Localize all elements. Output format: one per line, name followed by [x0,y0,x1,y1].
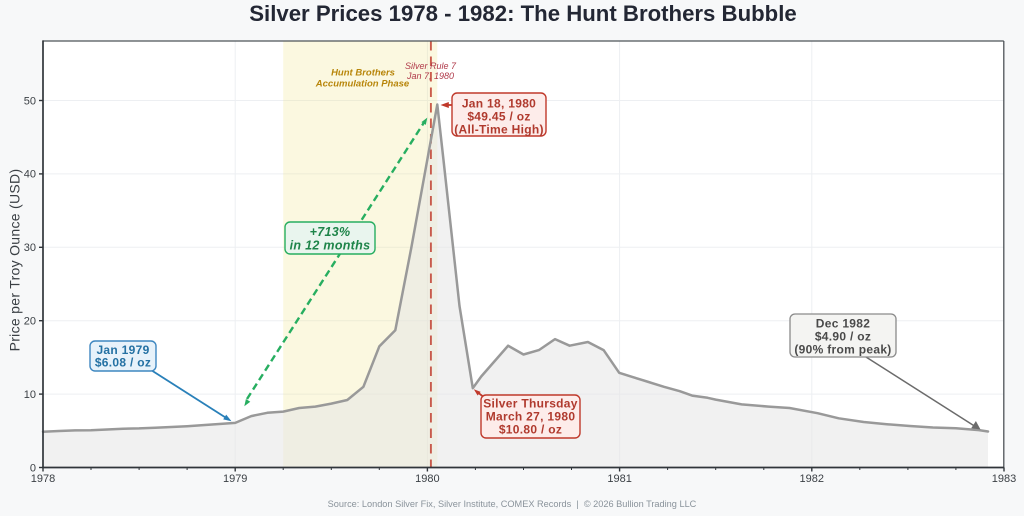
svg-text:50: 50 [24,95,36,107]
svg-text:Jan 1979: Jan 1979 [96,343,149,357]
svg-text:March 27, 1980: March 27, 1980 [486,409,576,423]
svg-text:1982: 1982 [800,473,824,485]
svg-text:+713%: +713% [310,225,351,239]
svg-text:Accumulation Phase: Accumulation Phase [315,79,410,90]
svg-text:1983: 1983 [992,473,1016,485]
svg-text:$4.90 / oz: $4.90 / oz [815,330,871,344]
svg-text:in 12 months: in 12 months [290,239,371,253]
svg-text:Price per Troy Ounce (USD): Price per Troy Ounce (USD) [7,169,23,352]
svg-text:0: 0 [30,462,36,474]
svg-text:1981: 1981 [607,473,631,485]
svg-text:Jan 7, 1980: Jan 7, 1980 [406,71,454,81]
svg-text:20: 20 [24,316,36,328]
svg-text:(90% from peak): (90% from peak) [794,343,891,357]
svg-text:30: 30 [24,242,36,254]
svg-text:Dec 1982: Dec 1982 [816,317,870,331]
svg-text:(All-Time High): (All-Time High) [454,123,544,137]
svg-text:10: 10 [24,389,36,401]
svg-text:1979: 1979 [223,473,247,485]
svg-text:1978: 1978 [31,473,55,485]
svg-text:Silver Prices 1978 - 1982: The: Silver Prices 1978 - 1982: The Hunt Brot… [249,1,796,26]
svg-text:Silver Thursday: Silver Thursday [483,396,578,410]
svg-text:$49.45 / oz: $49.45 / oz [467,110,530,124]
svg-text:Silver Rule 7: Silver Rule 7 [405,61,457,71]
svg-text:Hunt Brothers: Hunt Brothers [331,68,395,79]
svg-text:$6.08 / oz: $6.08 / oz [95,356,151,370]
svg-text:Source: London Silver Fix, Sil: Source: London Silver Fix, Silver Instit… [328,499,697,509]
svg-text:40: 40 [24,169,36,181]
svg-text:Jan 18, 1980: Jan 18, 1980 [462,97,536,111]
svg-text:$10.80 / oz: $10.80 / oz [499,422,562,436]
svg-text:1980: 1980 [415,473,439,485]
